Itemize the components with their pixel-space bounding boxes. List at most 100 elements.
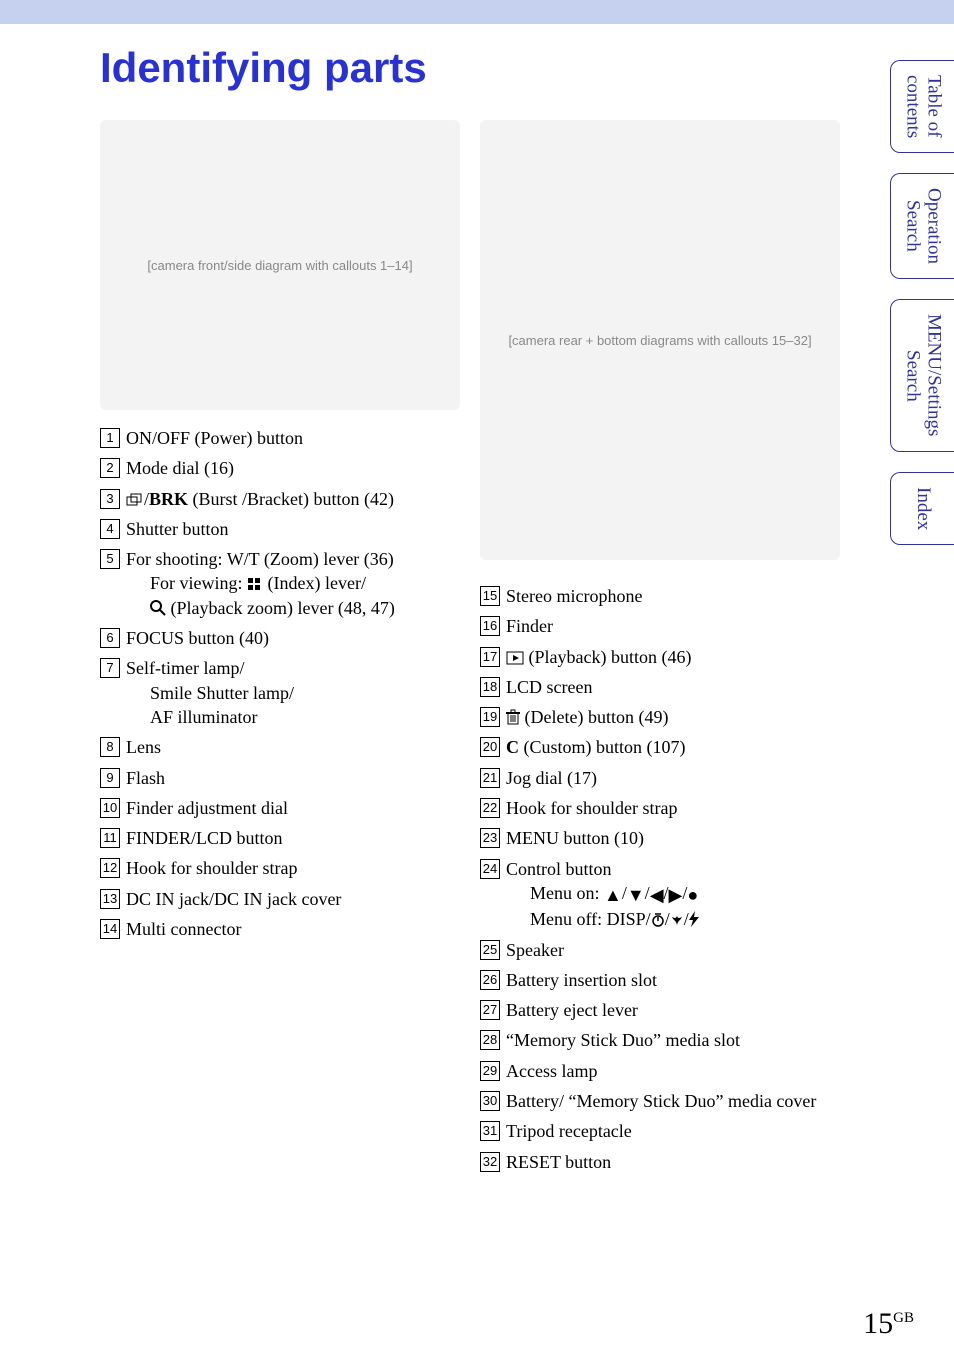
part-text: Jog dial (17) [506, 766, 840, 790]
part-text-line: Lens [126, 735, 460, 759]
part-text-line: Menu off: DISP/// [506, 907, 840, 931]
part-item: 31Tripod receptacle [480, 1119, 840, 1143]
page-number-value: 15 [863, 1307, 893, 1340]
part-text: MENU button (10) [506, 826, 840, 850]
part-item: 32 RESET button [480, 1150, 840, 1174]
parts-list-left: 1 ON/OFF (Power) button 2 Mode dial (16) 3/B… [100, 426, 460, 941]
nav-tab-op[interactable]: Operation Search [890, 173, 954, 279]
play-icon [506, 651, 524, 665]
part-item: 26Battery insertion slot [480, 968, 840, 992]
part-text: Multi connector [126, 917, 460, 941]
part-text-line: Battery eject lever [506, 998, 840, 1022]
camera-back-diagram: [camera rear + bottom diagrams with call… [480, 120, 840, 560]
part-text: Access lamp [506, 1059, 840, 1083]
part-text: RESET button [506, 1150, 840, 1174]
part-text: /BRK (Burst /Bracket) button (42) [126, 487, 460, 511]
part-item: 28“Memory Stick Duo” media slot [480, 1028, 840, 1052]
part-item: 14 Multi connector [100, 917, 460, 941]
part-text-line: ON/OFF (Power) button [126, 426, 460, 450]
part-number-box: 22 [480, 798, 500, 818]
part-number-box: 7 [100, 658, 120, 678]
page-title: Identifying parts [100, 44, 427, 92]
part-text-line: Hook for shoulder strap [506, 796, 840, 820]
part-text: Battery eject lever [506, 998, 840, 1022]
part-number-box: 19 [480, 707, 500, 727]
page-number: 15GB [863, 1307, 914, 1341]
right-icon: ▶ [669, 883, 683, 907]
part-item: 5For shooting: W/T (Zoom) lever (36)For … [100, 547, 460, 620]
nav-tab-label: Table of contents [902, 75, 944, 138]
part-text-line: C (Custom) button (107) [506, 735, 840, 759]
down-icon: ▼ [627, 883, 645, 907]
nav-tab-label: Operation Search [902, 188, 944, 264]
part-text: Self-timer lamp/Smile Shutter lamp/AF il… [126, 656, 460, 729]
nav-tab-menu[interactable]: MENU/Settings Search [890, 299, 954, 451]
part-number-box: 18 [480, 677, 500, 697]
flash-icon [689, 911, 699, 927]
part-text: Mode dial (16) [126, 456, 460, 480]
part-number-box: 2 [100, 458, 120, 478]
nav-tab-toc[interactable]: Table of contents [890, 60, 954, 153]
part-text: Shutter button [126, 517, 460, 541]
part-text: FOCUS button (40) [126, 626, 460, 650]
part-text: For shooting: W/T (Zoom) lever (36)For v… [126, 547, 460, 620]
camera-front-diagram: [camera front/side diagram with callouts… [100, 120, 460, 410]
part-text-line: Finder adjustment dial [126, 796, 460, 820]
part-text-line: For shooting: W/T (Zoom) lever (36) [126, 547, 460, 571]
part-item: 19 (Delete) button (49) [480, 705, 840, 729]
part-text: (Playback) button (46) [506, 645, 840, 669]
part-text: DC IN jack/DC IN jack cover [126, 887, 460, 911]
part-number-box: 20 [480, 737, 500, 757]
burst-icon [126, 493, 144, 507]
part-text: Battery/ “Memory Stick Duo” media cover [506, 1089, 840, 1113]
left-column: [camera front/side diagram with callouts… [100, 120, 460, 1180]
part-item: 2 Mode dial (16) [100, 456, 460, 480]
part-text-line: Access lamp [506, 1059, 840, 1083]
part-number-box: 32 [480, 1152, 500, 1172]
part-text: Control buttonMenu on: ▲/▼/◀/▶/●Menu off… [506, 857, 840, 932]
right-column: [camera rear + bottom diagrams with call… [480, 120, 840, 1180]
part-number-box: 30 [480, 1091, 500, 1111]
part-text-line: (Playback) button (46) [506, 645, 840, 669]
part-text: “Memory Stick Duo” media slot [506, 1028, 840, 1052]
part-text: FINDER/LCD button [126, 826, 460, 850]
part-text-line: For viewing: (Index) lever/ [126, 571, 460, 595]
part-number-box: 9 [100, 768, 120, 788]
part-text: Speaker [506, 938, 840, 962]
part-item: 24Control buttonMenu on: ▲/▼/◀/▶/●Menu o… [480, 857, 840, 932]
part-item: 23MENU button (10) [480, 826, 840, 850]
part-item: 21Jog dial (17) [480, 766, 840, 790]
part-item: 30 Battery/ “Memory Stick Duo” media cove… [480, 1089, 840, 1113]
trash-icon [506, 709, 520, 725]
part-text-line: Hook for shoulder strap [126, 856, 460, 880]
macro-icon [670, 913, 684, 927]
part-text: Hook for shoulder strap [126, 856, 460, 880]
part-item: 29Access lamp [480, 1059, 840, 1083]
part-item: 6FOCUS button (40) [100, 626, 460, 650]
part-text-line: MENU button (10) [506, 826, 840, 850]
part-text-line: Tripod receptacle [506, 1119, 840, 1143]
part-text: LCD screen [506, 675, 840, 699]
part-text: Flash [126, 766, 460, 790]
part-text: Battery insertion slot [506, 968, 840, 992]
part-text-line: FINDER/LCD button [126, 826, 460, 850]
part-text: Stereo microphone [506, 584, 840, 608]
part-number-box: 3 [100, 489, 120, 509]
part-text: Finder [506, 614, 840, 638]
part-item: 1 ON/OFF (Power) button [100, 426, 460, 450]
part-item: 13DC IN jack/DC IN jack cover [100, 887, 460, 911]
part-number-box: 17 [480, 647, 500, 667]
part-number-box: 1 [100, 428, 120, 448]
left-icon: ◀ [650, 883, 664, 907]
part-item: 10Finder adjustment dial [100, 796, 460, 820]
nav-tab-index[interactable]: Index [890, 472, 954, 545]
part-item: 15Stereo microphone [480, 584, 840, 608]
bold-text: BRK [149, 489, 188, 509]
part-text: (Delete) button (49) [506, 705, 840, 729]
part-number-box: 14 [100, 919, 120, 939]
content-area: [camera front/side diagram with callouts… [100, 120, 840, 1180]
part-text-line: (Playback zoom) lever (48, 47) [126, 596, 460, 620]
part-item: 8Lens [100, 735, 460, 759]
part-item: 18 LCD screen [480, 675, 840, 699]
part-item: 4Shutter button [100, 517, 460, 541]
